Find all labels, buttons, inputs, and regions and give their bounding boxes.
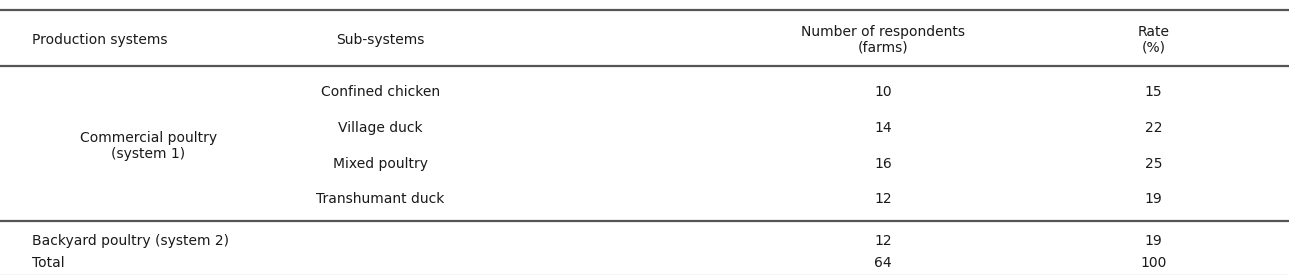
Text: 25: 25: [1145, 157, 1163, 170]
Text: Sub-systems: Sub-systems: [336, 33, 424, 47]
Text: Production systems: Production systems: [32, 33, 168, 47]
Text: Number of respondents
(farms): Number of respondents (farms): [800, 25, 965, 55]
Text: 64: 64: [874, 256, 892, 270]
Text: Confined chicken: Confined chicken: [321, 85, 440, 99]
Text: 12: 12: [874, 234, 892, 248]
Text: Transhumant duck: Transhumant duck: [316, 192, 445, 206]
Text: 19: 19: [1145, 192, 1163, 206]
Text: 10: 10: [874, 85, 892, 99]
Text: Village duck: Village duck: [338, 121, 423, 135]
Text: Total: Total: [32, 256, 64, 270]
Text: 19: 19: [1145, 234, 1163, 248]
Text: Mixed poultry: Mixed poultry: [333, 157, 428, 170]
Text: 22: 22: [1145, 121, 1163, 135]
Text: 12: 12: [874, 192, 892, 206]
Text: Commercial poultry
(system 1): Commercial poultry (system 1): [80, 131, 217, 161]
Text: 16: 16: [874, 157, 892, 170]
Text: 14: 14: [874, 121, 892, 135]
Text: Rate
(%): Rate (%): [1138, 25, 1169, 55]
Text: 100: 100: [1141, 256, 1167, 270]
Text: 15: 15: [1145, 85, 1163, 99]
Text: Backyard poultry (system 2): Backyard poultry (system 2): [32, 234, 229, 248]
